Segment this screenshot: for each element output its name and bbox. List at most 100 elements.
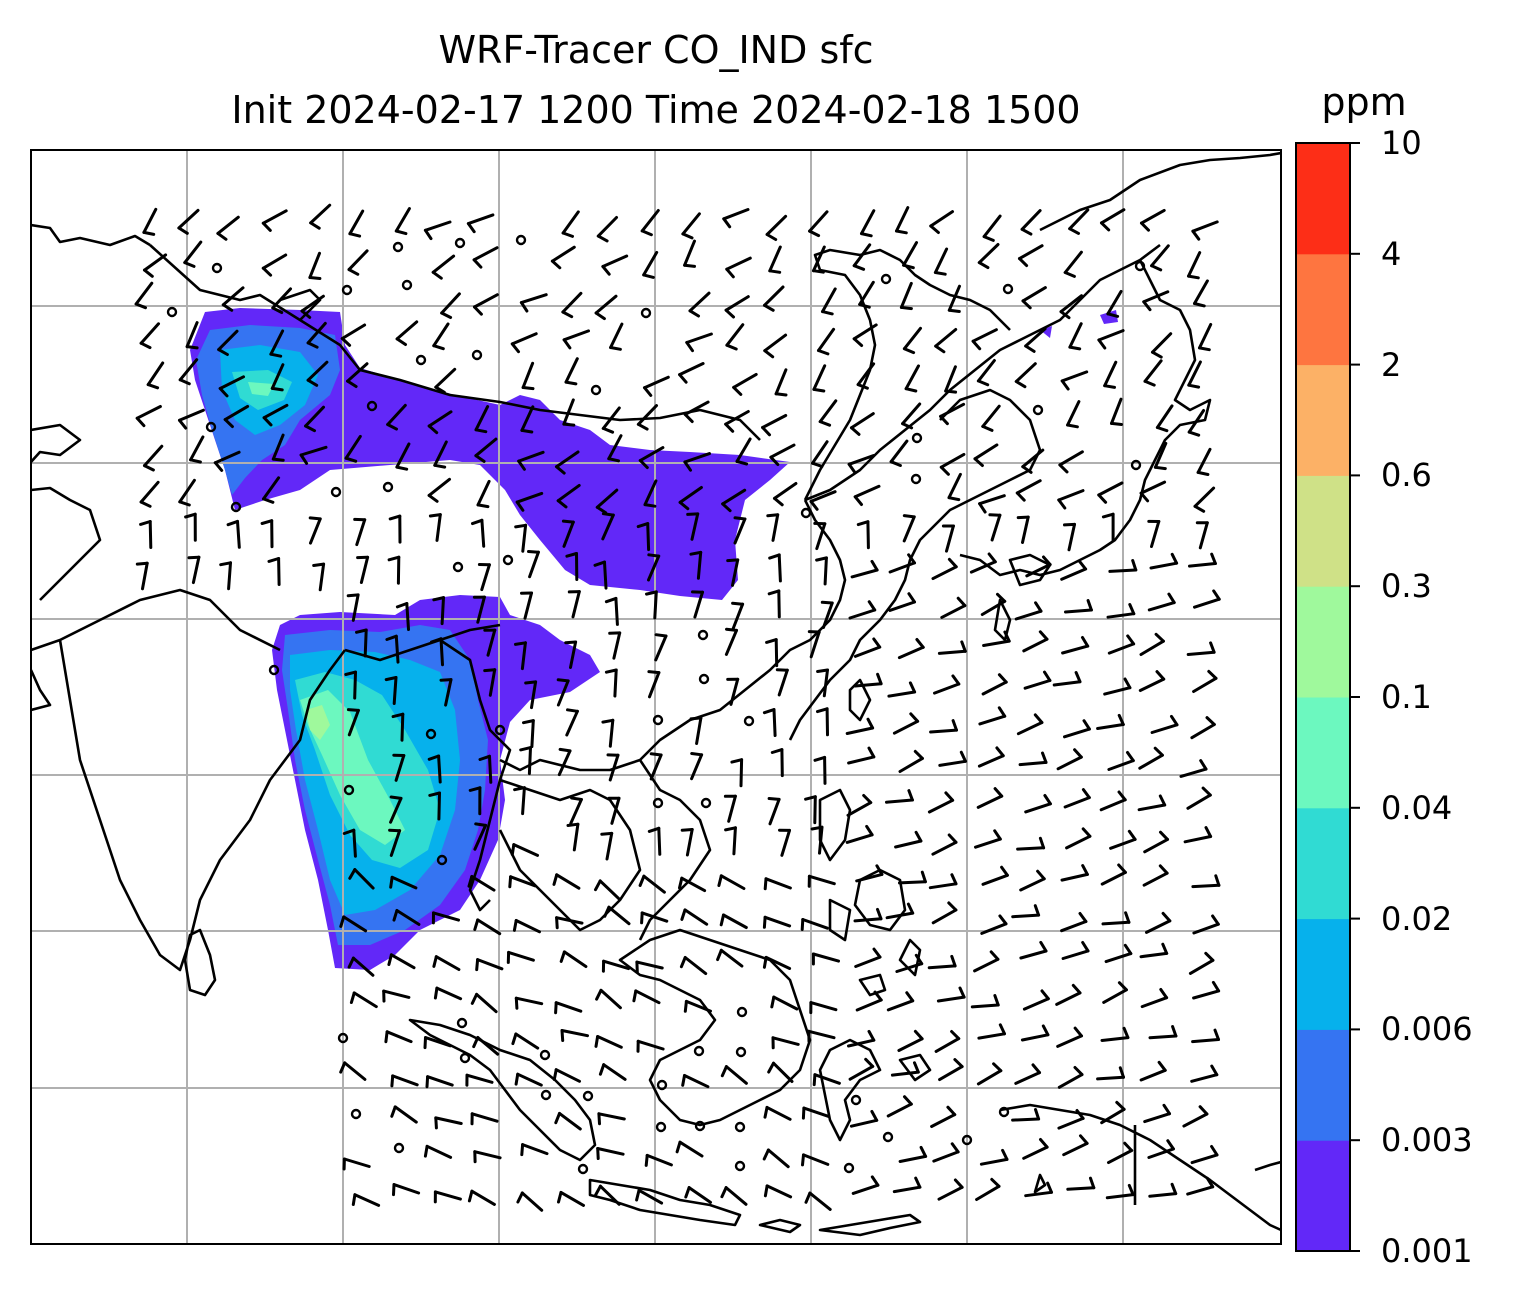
colorbar-tick-label: 0.6: [1381, 456, 1432, 495]
wind-barb: [433, 1190, 462, 1204]
wind-barb: [971, 328, 998, 351]
wind-barb: [594, 294, 618, 321]
wind-barb: [846, 794, 873, 817]
wind-barb: [218, 375, 245, 398]
wind-barb: [473, 293, 499, 316]
wind-barb: [848, 600, 877, 620]
wind-barb: [902, 514, 916, 543]
wind-barb: [899, 281, 913, 311]
wind-barb: [688, 291, 711, 318]
wind-barb: [775, 668, 789, 697]
wind-barb: [684, 1186, 712, 1204]
wind-barb: [685, 332, 713, 353]
wind-barb: [1148, 1182, 1178, 1198]
colorbar-segment: [1296, 253, 1350, 366]
wind-barb: [640, 209, 660, 237]
plume-south-level-6: [306, 705, 330, 740]
wind-barb: [930, 1105, 957, 1128]
wind-barb: [1024, 794, 1052, 814]
wind-barb: [821, 287, 837, 316]
wind-barb: [600, 831, 614, 861]
wind-barb: [189, 435, 205, 464]
wind-barb: [514, 641, 527, 671]
wind-barb: [807, 630, 821, 659]
wind-barb: [423, 1144, 453, 1159]
wind-barb: [1140, 988, 1169, 1009]
wind-barb: [432, 955, 461, 971]
wind-barb: [135, 561, 149, 591]
wind-barb: [390, 1105, 418, 1124]
wind-barb: [346, 362, 369, 388]
wind-barb: [1011, 904, 1041, 919]
colorbar-tick-label: 0.1: [1381, 678, 1432, 716]
wind-barb: [388, 828, 402, 857]
wind-barb: [519, 293, 548, 313]
wind-barb: [845, 824, 874, 844]
wind-barb: [763, 1184, 793, 1199]
wind-barb: [520, 405, 535, 434]
wind-barb: [261, 209, 288, 232]
wind-barb: [513, 786, 526, 816]
wind-barb: [349, 991, 378, 1009]
wind-barb: [931, 901, 958, 925]
wind-barb: [559, 950, 588, 968]
wind-barb: [564, 357, 579, 386]
wind-barb: [1096, 713, 1125, 730]
calm-wind-marker: [700, 797, 712, 809]
wind-barb: [562, 398, 576, 427]
wind-barb: [816, 668, 829, 698]
wind-barb: [1060, 370, 1089, 391]
calm-wind-marker: [734, 1121, 746, 1133]
wind-barb: [927, 954, 957, 970]
wind-barb: [976, 1062, 1003, 1086]
wind-barb: [261, 253, 288, 277]
wind-barb: [226, 519, 241, 549]
wind-barb: [762, 708, 777, 737]
wind-barb: [561, 291, 583, 319]
coastline-indochina: [499, 499, 847, 941]
calm-wind-marker: [539, 1049, 551, 1061]
wind-barb: [515, 491, 544, 512]
wind-barb: [977, 243, 1000, 270]
wind-barb: [1138, 670, 1166, 692]
wind-barb: [722, 208, 750, 229]
wind-barb: [1138, 746, 1164, 770]
wind-barb: [724, 627, 738, 656]
wind-barb: [524, 680, 538, 710]
wind-barb: [1147, 519, 1161, 548]
wind-barb: [855, 864, 884, 883]
wind-barb: [902, 241, 918, 270]
coastline-taiwan-philippines: [818, 598, 1012, 997]
wind-barb: [392, 1183, 421, 1197]
wind-barb: [468, 786, 482, 816]
wind-barb: [683, 452, 711, 472]
wind-barb: [427, 410, 453, 435]
wind-barb: [726, 558, 740, 587]
calm-wind-marker: [693, 1045, 705, 1057]
wind-barb: [812, 245, 826, 274]
calm-wind-marker: [582, 1090, 594, 1102]
calm-wind-marker: [211, 262, 223, 274]
wind-barb: [216, 215, 240, 241]
colorbar-tick-label: 0.04: [1381, 788, 1453, 827]
wind-barb: [932, 1142, 960, 1163]
wind-barb: [717, 874, 746, 890]
wind-barb: [271, 433, 285, 462]
wind-barb: [852, 323, 878, 347]
calm-wind-marker: [205, 421, 217, 433]
wind-barb: [219, 561, 232, 591]
wind-barb: [1110, 397, 1123, 426]
wind-barb: [601, 718, 615, 748]
wind-barb: [1106, 603, 1136, 619]
wind-barb: [478, 754, 493, 784]
wind-barb: [1140, 208, 1166, 232]
wind-barb: [434, 1116, 463, 1130]
wind-barb: [1060, 912, 1088, 933]
colorbar-segment: [1296, 1140, 1350, 1252]
wind-barb: [647, 553, 661, 582]
wind-barb: [853, 637, 882, 658]
wind-barb: [1195, 521, 1209, 550]
wind-barb: [850, 559, 879, 579]
wind-barb: [520, 1143, 549, 1157]
wind-barb: [981, 404, 1001, 432]
